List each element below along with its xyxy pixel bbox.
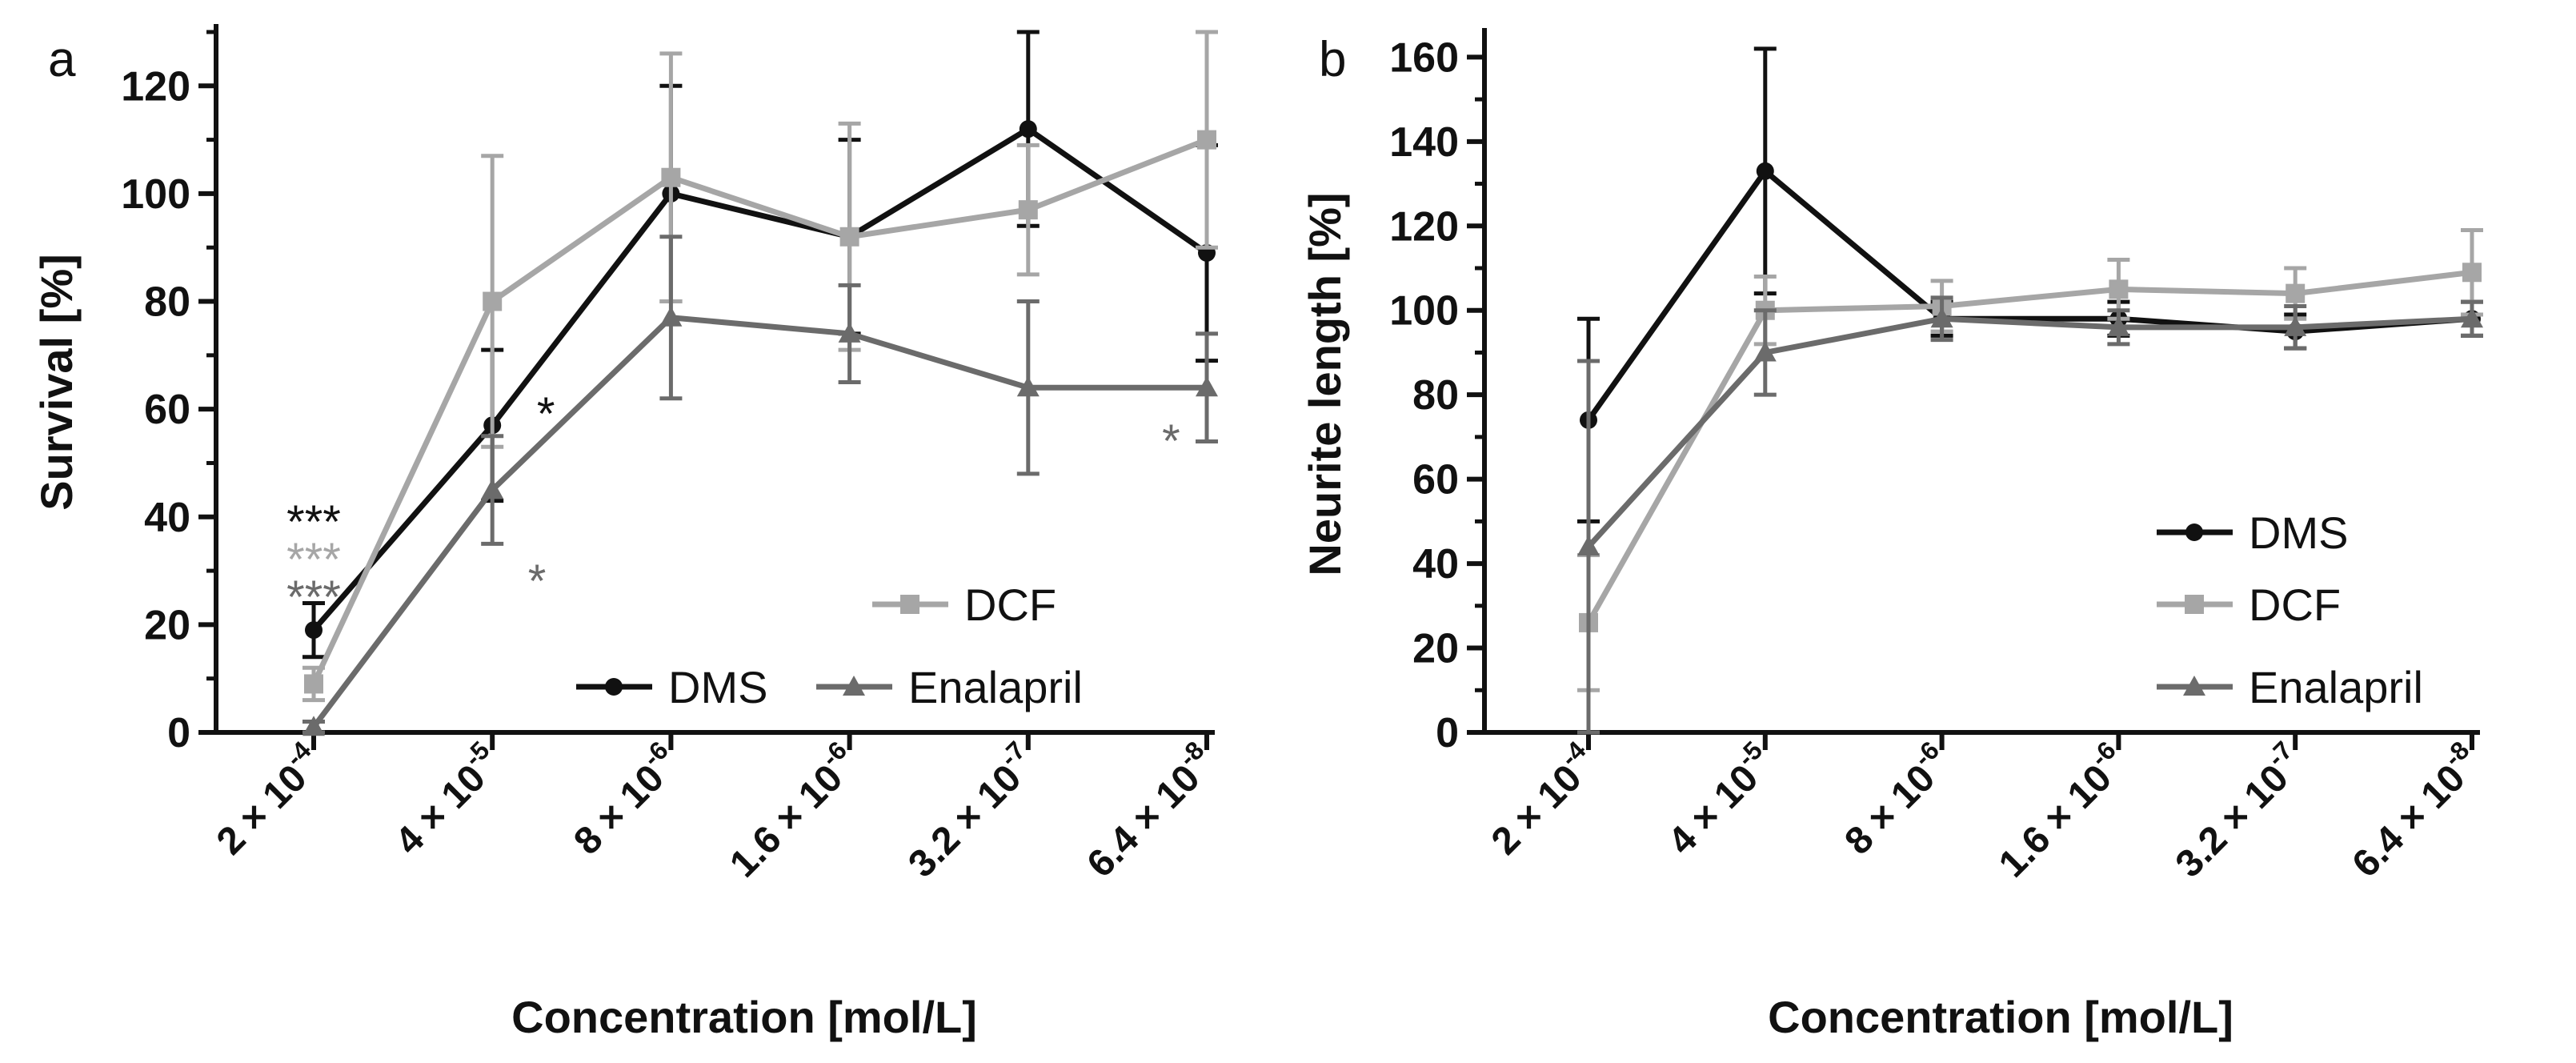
y-tick-label: 120 bbox=[1389, 203, 1459, 250]
y-tick-label: 80 bbox=[144, 279, 190, 326]
data-point bbox=[2286, 283, 2306, 303]
x-tick-label: 6.4 × 10-8 bbox=[1074, 736, 1224, 886]
series-line bbox=[1586, 315, 2473, 549]
legend-label: DMS bbox=[2249, 507, 2348, 558]
data-point bbox=[2284, 315, 2307, 336]
x-tick-label: 8 × 10-6 bbox=[1832, 736, 1959, 863]
x-tick-label: 2 × 10-4 bbox=[204, 736, 331, 863]
data-point bbox=[481, 479, 504, 499]
data-point bbox=[1753, 341, 1777, 362]
x-tick-label: 4 × 10-5 bbox=[1655, 736, 1782, 863]
y-tick-label: 80 bbox=[1412, 372, 1459, 419]
significance-marker: *** bbox=[286, 496, 341, 548]
significance-marker: * bbox=[528, 556, 547, 608]
series-dcf bbox=[1577, 228, 2483, 692]
data-point bbox=[1930, 307, 1953, 328]
y-tick-label: 40 bbox=[1412, 541, 1459, 588]
legend-label: Enalapril bbox=[908, 662, 1083, 712]
x-tick-label: 6.4 × 10-8 bbox=[2339, 736, 2490, 886]
legend-item-dms: DMS bbox=[576, 662, 767, 712]
data-point bbox=[1019, 120, 1037, 138]
data-point bbox=[1197, 130, 1216, 150]
legend-item-dcf: DCF bbox=[872, 580, 1056, 630]
series-line bbox=[1585, 269, 2473, 624]
y-tick-label: 160 bbox=[1389, 34, 1459, 81]
data-point bbox=[2107, 315, 2130, 336]
x-axis-label: Concentration [mol/L] bbox=[511, 992, 977, 1042]
data-point bbox=[483, 291, 503, 311]
x-axis-label: Concentration [mol/L] bbox=[1768, 992, 2233, 1042]
significance-marker: *** bbox=[286, 534, 341, 586]
data-point bbox=[839, 227, 859, 247]
y-tick-label: 20 bbox=[144, 602, 190, 648]
x-tick-label: 1.6 × 10-6 bbox=[1986, 736, 2137, 886]
y-axis-label: Neurite length [%] bbox=[1300, 192, 1350, 576]
legend-marker bbox=[843, 676, 865, 696]
series-line bbox=[311, 126, 1208, 632]
series-enalapril bbox=[1577, 295, 2483, 735]
y-tick-label: 120 bbox=[121, 63, 190, 110]
y-tick-label: 0 bbox=[1436, 710, 1459, 756]
legend-item-dms: DMS bbox=[2157, 507, 2348, 558]
data-point bbox=[302, 716, 325, 736]
x-tick-label: 1.6 × 10-6 bbox=[717, 736, 867, 886]
legend: DCF DMS Enalapril bbox=[576, 580, 1083, 712]
panel-a: a 0 20 40 60 80 100 120 2 × 10-4 4 × 10-5 8 × 10-6… bbox=[31, 24, 1224, 1042]
data-point bbox=[1577, 536, 1600, 556]
significance-marker: *** bbox=[286, 572, 341, 624]
legend-marker bbox=[2185, 523, 2203, 541]
series-line bbox=[1586, 168, 2473, 422]
y-tick-label: 40 bbox=[144, 495, 190, 541]
significance-marker: * bbox=[537, 388, 555, 440]
y-tick-label: 100 bbox=[121, 171, 190, 218]
data-point bbox=[1196, 376, 1218, 397]
legend-label: DCF bbox=[964, 580, 1056, 630]
x-tick-label: 2 × 10-4 bbox=[1479, 736, 1606, 863]
panel-b: b 0 20 40 60 80 100 120 140 160 2 × 10-4 4 × 10-5 8 … bbox=[1300, 28, 2490, 1042]
series-line bbox=[310, 137, 1208, 685]
data-point bbox=[2461, 307, 2483, 328]
x-tick-label: 3.2 × 10-7 bbox=[2162, 736, 2313, 886]
series-enalapril bbox=[302, 235, 1218, 736]
legend-label: DMS bbox=[668, 662, 767, 712]
data-point bbox=[659, 306, 683, 327]
x-tick-label: 3.2 × 10-7 bbox=[895, 736, 1046, 886]
y-tick-label: 60 bbox=[144, 387, 190, 433]
series-dcf bbox=[302, 30, 1218, 703]
y-tick-label: 20 bbox=[1412, 626, 1459, 672]
data-point bbox=[661, 167, 681, 187]
y-tick-label: 100 bbox=[1389, 288, 1459, 335]
legend-marker bbox=[605, 678, 623, 696]
legend-item-dcf: DCF bbox=[2157, 580, 2341, 630]
data-point bbox=[305, 621, 323, 640]
x-tick-label: 8 × 10-6 bbox=[561, 736, 688, 863]
y-tick-label: 60 bbox=[1412, 457, 1459, 503]
data-point bbox=[2462, 263, 2482, 283]
panel-label: b bbox=[1319, 32, 1346, 87]
legend-marker bbox=[2183, 676, 2205, 696]
y-tick-label: 140 bbox=[1389, 119, 1459, 166]
legend-marker bbox=[900, 595, 919, 614]
panel-label: a bbox=[48, 32, 76, 87]
legend-item-enalapril: Enalapril bbox=[2157, 662, 2423, 712]
data-point bbox=[2109, 279, 2129, 299]
data-point bbox=[1018, 200, 1038, 220]
significance-marker: * bbox=[1162, 415, 1180, 467]
legend-label: DCF bbox=[2249, 580, 2341, 630]
y-axis-label: Survival [%] bbox=[31, 254, 82, 511]
legend-label: Enalapril bbox=[2249, 662, 2423, 712]
y-tick-label: 0 bbox=[167, 710, 190, 756]
legend-marker bbox=[2185, 595, 2204, 614]
legend: DMS DCF Enalapril bbox=[2157, 507, 2423, 712]
series-line bbox=[311, 315, 1207, 729]
data-point bbox=[1016, 376, 1040, 397]
legend-item-enalapril: Enalapril bbox=[816, 662, 1083, 712]
x-tick-label: 4 × 10-5 bbox=[383, 736, 510, 863]
data-point bbox=[304, 674, 323, 694]
data-point bbox=[1756, 162, 1774, 180]
data-point bbox=[838, 322, 861, 343]
